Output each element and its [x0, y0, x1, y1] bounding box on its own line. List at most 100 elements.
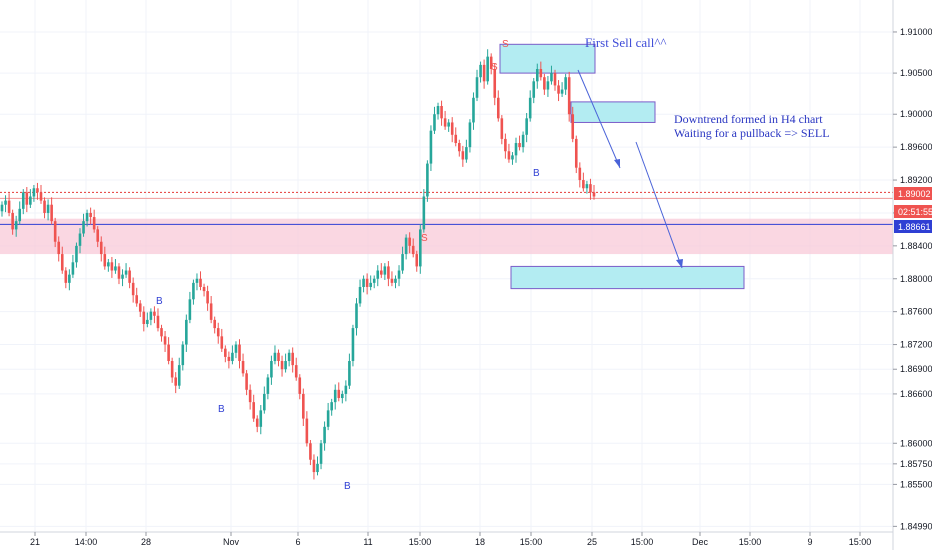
line-price-tag-bg — [894, 220, 932, 233]
candle-body — [270, 361, 273, 378]
candle-body — [294, 365, 298, 378]
candle-body — [160, 328, 163, 337]
candle-body — [138, 303, 142, 312]
candle-body — [394, 278, 397, 283]
candle-body — [316, 463, 319, 473]
candle-body — [461, 151, 465, 160]
candle-body — [390, 278, 394, 283]
candle-body — [135, 295, 139, 304]
candle-body — [436, 106, 440, 115]
candle-body — [571, 114, 575, 139]
candle-body — [89, 212, 92, 218]
candle-body — [383, 266, 387, 275]
candle-body — [99, 241, 103, 255]
candle-body — [486, 56, 489, 82]
downtrend-annotation-line1: Downtrend formed in H4 chart — [674, 112, 823, 126]
first-sell-annotation: First Sell call^^ — [585, 35, 667, 50]
candle-body — [504, 138, 507, 152]
price-tick-label: 1.90000 — [900, 109, 932, 119]
candle-body — [362, 278, 365, 287]
arrow-line-1 — [577, 69, 621, 169]
candle-body — [71, 262, 75, 275]
candle-body — [149, 311, 153, 320]
candle-body — [319, 443, 323, 464]
candle-body — [85, 212, 89, 222]
candle-body — [60, 254, 64, 271]
time-tick-label: 15:00 — [849, 537, 872, 547]
buy-signal-label: B — [218, 404, 225, 415]
candle-body — [397, 270, 401, 279]
price-tick-label: 1.86900 — [900, 364, 932, 374]
price-tick-label: 1.85750 — [900, 459, 932, 469]
time-tick-label: 15:00 — [631, 537, 654, 547]
price-tick-label: 1.84990 — [900, 521, 932, 531]
candle-body — [36, 188, 39, 193]
time-axis[interactable]: 21 14:00 28 Nov 6 11 15:00 18 15:00 25 15:00 Dec 15:… — [0, 531, 893, 547]
candle-body — [231, 352, 234, 362]
chart-grid — [0, 0, 893, 532]
sell-box-1 — [499, 43, 596, 74]
candle-body — [103, 254, 107, 267]
candle-body — [592, 192, 596, 197]
candle-body — [14, 221, 18, 230]
candle-body — [96, 229, 100, 242]
candle-body — [216, 328, 220, 337]
chart-zones — [0, 43, 893, 290]
candle-body — [287, 352, 291, 362]
candle-body — [291, 352, 294, 366]
candle-body — [124, 270, 128, 275]
candle-body — [32, 188, 36, 197]
price-tick-label: 1.85500 — [900, 479, 932, 489]
candle-body — [475, 77, 479, 98]
price-axis[interactable]: 1.910001.905001.900001.896001.892001.888… — [892, 0, 932, 550]
time-tick-label: 25 — [587, 537, 597, 547]
price-tick-label: 1.88400 — [900, 241, 932, 251]
candle-body — [18, 208, 22, 222]
candle-body — [11, 212, 14, 230]
candle-body — [528, 97, 532, 119]
candle-body — [238, 344, 241, 362]
candle-body — [7, 200, 11, 213]
candle-body — [511, 155, 514, 160]
candle-body — [174, 377, 178, 386]
candle-body — [560, 89, 564, 94]
candle-body — [206, 291, 209, 304]
candle-body — [280, 361, 284, 370]
candle-body — [404, 237, 408, 255]
time-tick-label: 9 — [807, 537, 812, 547]
candle-body — [465, 147, 468, 160]
countdown-tag-bg — [894, 205, 932, 218]
price-tick-label: 1.91000 — [900, 27, 932, 37]
candle-body — [21, 192, 25, 209]
candle-body — [543, 77, 546, 90]
sell-signal-label: S — [491, 62, 498, 73]
candle-body — [330, 402, 333, 411]
candle-body — [443, 118, 447, 127]
time-tick-label: 21 — [30, 537, 40, 547]
candle-body — [131, 282, 135, 296]
time-tick-label: 11 — [363, 537, 372, 547]
target-box — [510, 265, 745, 290]
candles — [0, 49, 596, 480]
time-tick-label: 15:00 — [409, 537, 432, 547]
candle-body — [128, 270, 131, 283]
candle-body — [426, 163, 429, 197]
candle-body — [589, 184, 592, 193]
candle-body — [337, 389, 341, 399]
line-price-tag: 1.88661 — [898, 222, 931, 232]
candle-body — [181, 344, 185, 366]
last-price-tag: 1.89002 — [898, 189, 931, 199]
candle-body — [224, 348, 227, 357]
buy-signal-label: B — [533, 168, 540, 179]
candle-body — [574, 138, 578, 168]
candle-body — [401, 254, 404, 271]
downtrend-annotation-line2: Waiting for a pullback => SELL — [674, 126, 830, 140]
candle-body — [163, 336, 167, 345]
candle-body — [546, 81, 550, 90]
price-tick-label: 1.90500 — [900, 68, 932, 78]
candle-body — [408, 237, 411, 246]
candle-body — [496, 97, 500, 119]
candle-body — [302, 393, 305, 419]
candle-body — [447, 122, 450, 127]
